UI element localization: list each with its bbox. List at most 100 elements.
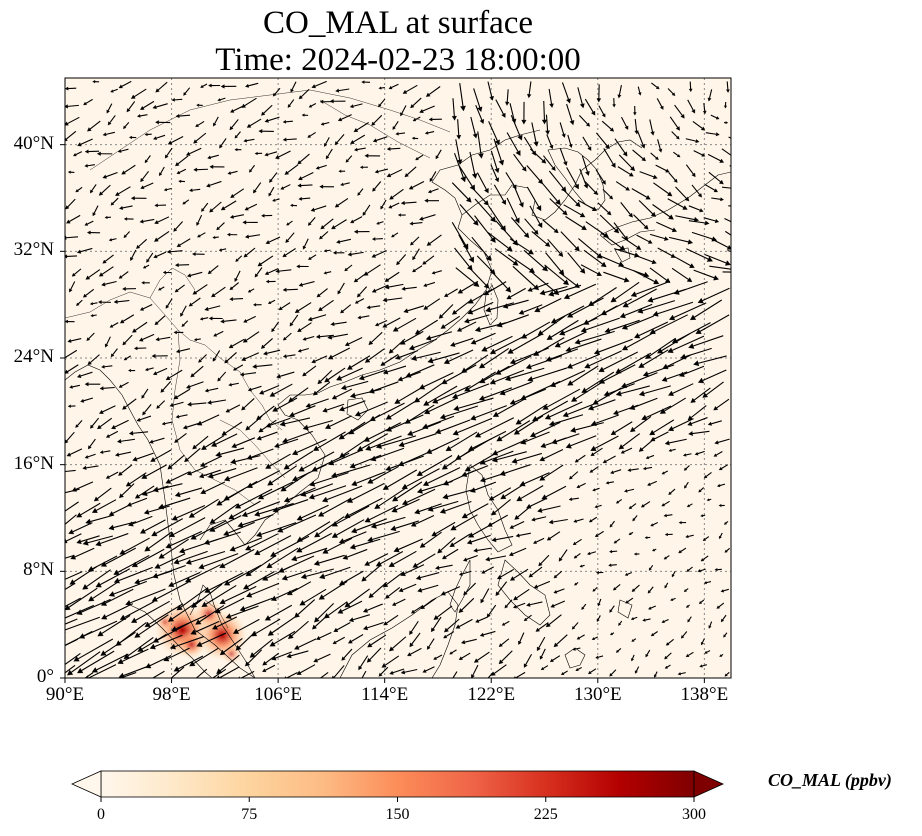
wind-arrow-head xyxy=(551,438,558,445)
wind-arrow-head xyxy=(220,319,225,324)
wind-arrow-head xyxy=(376,221,380,225)
wind-arrow-head xyxy=(133,346,138,351)
wind-arrow-head xyxy=(451,115,457,121)
wind-arrow xyxy=(85,288,95,296)
wind-arrow-head xyxy=(538,562,543,567)
wind-arrow xyxy=(617,498,623,503)
colorbar-extend-low xyxy=(71,770,102,798)
wind-arrow xyxy=(260,431,278,439)
wind-arrow-head xyxy=(217,98,221,102)
wind-arrow-head xyxy=(274,442,280,449)
wind-arrow xyxy=(221,248,227,251)
wind-arrow xyxy=(326,403,345,411)
wind-arrow xyxy=(300,664,316,674)
wind-arrow-head xyxy=(262,575,269,581)
wind-arrow-head xyxy=(472,133,478,139)
wind-arrow-head xyxy=(298,196,303,201)
wind-arrow-head xyxy=(192,444,198,450)
wind-arrow-head xyxy=(128,430,134,436)
wind-arrow xyxy=(318,554,345,564)
wind-arrow xyxy=(305,335,315,340)
wind-arrow xyxy=(588,350,622,367)
wind-arrow-head xyxy=(385,465,392,472)
wind-arrow-head xyxy=(579,564,583,568)
wind-arrow xyxy=(541,505,561,511)
wind-arrow-head xyxy=(410,355,417,361)
wind-arrow-head xyxy=(327,334,333,340)
wind-arrow xyxy=(124,601,155,618)
wind-arrow xyxy=(451,182,469,200)
wind-arrow xyxy=(454,514,478,529)
wind-arrow-head xyxy=(137,646,144,652)
wind-arrow-head xyxy=(439,413,446,420)
wind-arrow xyxy=(630,531,634,535)
wind-arrow xyxy=(610,605,615,611)
wind-arrow xyxy=(725,520,729,524)
wind-arrow-head xyxy=(357,192,361,196)
wind-arrow xyxy=(321,299,334,310)
wind-arrow xyxy=(138,614,169,636)
wind-arrow-head xyxy=(648,606,652,610)
wind-arrow xyxy=(537,580,551,588)
wind-arrow-head xyxy=(539,475,546,481)
wind-arrow-head xyxy=(84,163,88,168)
wind-arrow xyxy=(548,614,562,625)
wind-arrow-head xyxy=(313,445,320,451)
wind-arrow-head xyxy=(419,216,424,221)
wind-arrow-head xyxy=(297,160,302,165)
wind-arrow-head xyxy=(720,197,724,202)
wind-arrow-head xyxy=(700,641,704,646)
wind-arrow xyxy=(512,265,536,288)
wind-arrow-head xyxy=(701,153,706,157)
wind-arrow-head xyxy=(65,137,68,142)
wind-arrow-head xyxy=(237,521,244,528)
wind-arrow-head xyxy=(428,117,433,122)
wind-arrow xyxy=(164,421,173,425)
wind-arrow xyxy=(65,501,79,512)
wind-arrow-head xyxy=(262,660,268,666)
wind-arrow-head xyxy=(262,668,267,673)
wind-arrow xyxy=(573,622,579,628)
wind-arrow xyxy=(352,216,363,222)
wind-arrow-head xyxy=(605,481,609,485)
wind-arrow-head xyxy=(370,455,377,462)
wind-arrow xyxy=(475,104,483,121)
wind-arrow-head xyxy=(703,474,708,479)
wind-arrow xyxy=(688,616,692,621)
wind-arrow xyxy=(389,399,418,418)
wind-arrow xyxy=(193,647,219,664)
wind-arrow xyxy=(342,304,352,312)
wind-arrow xyxy=(446,618,460,630)
wind-arrow-head xyxy=(572,647,576,651)
wind-arrow-head xyxy=(471,173,478,179)
wind-arrow-head xyxy=(403,308,409,314)
wind-arrow xyxy=(65,652,81,666)
wind-arrow-head xyxy=(55,646,61,651)
wind-arrow-head xyxy=(526,602,531,607)
wind-arrow xyxy=(336,519,365,536)
wind-arrow xyxy=(490,150,498,169)
wind-arrow xyxy=(270,299,276,304)
wind-arrow-head xyxy=(518,202,524,208)
wind-arrow-head xyxy=(445,445,452,452)
wind-arrow-head xyxy=(229,297,234,302)
wind-arrow xyxy=(582,136,590,148)
wind-arrow-head xyxy=(664,236,669,241)
wind-arrow-head xyxy=(282,354,287,359)
wind-arrow-head xyxy=(70,554,77,560)
wind-arrow xyxy=(688,566,693,571)
wind-arrow xyxy=(231,282,239,289)
wind-arrow-head xyxy=(155,337,160,342)
wind-arrow-head xyxy=(317,379,323,385)
wind-arrow xyxy=(708,498,712,501)
wind-arrow xyxy=(461,280,479,292)
wind-arrow-head xyxy=(713,188,719,193)
wind-arrow-head xyxy=(651,259,657,265)
wind-arrow-head xyxy=(412,118,417,122)
wind-arrow-head xyxy=(676,154,681,158)
wind-arrow-head xyxy=(228,513,235,520)
wind-arrow-head xyxy=(310,207,316,212)
wind-arrow xyxy=(301,197,311,200)
wind-arrow xyxy=(184,199,190,204)
wind-arrow-head xyxy=(232,628,240,634)
